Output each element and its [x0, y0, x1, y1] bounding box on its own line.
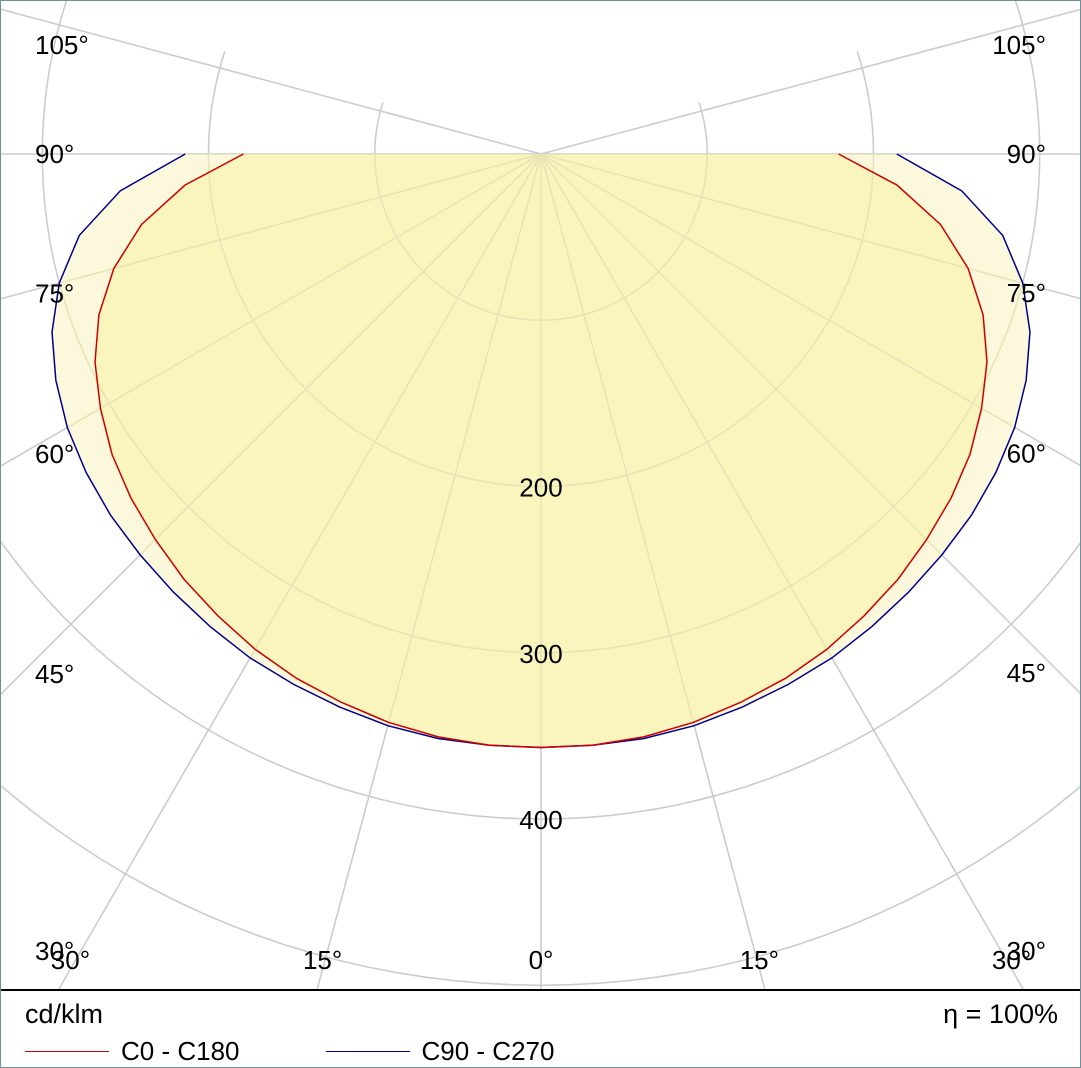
legend-unit-label: cd/klm [25, 999, 104, 1029]
legend-entry-c0-c180[interactable]: C0 - C180 [25, 1036, 240, 1067]
legend-line-swatch-red-icon [25, 1051, 109, 1052]
angle-label-left-60: 60° [35, 439, 74, 469]
angle-label-right-90: 90° [1007, 139, 1046, 169]
grid-spoke-inner--75 [52, 154, 542, 456]
angle-label-left-75: 75° [35, 278, 74, 308]
angle-label-right-45: 45° [1007, 658, 1046, 688]
angle-label-left-45: 45° [35, 659, 74, 689]
angle-label-bottom-15: 15° [740, 945, 779, 975]
legend-line-swatch-blue-icon [325, 1051, 410, 1052]
legend-efficiency-label: η = 100% [943, 999, 1058, 1029]
distribution-curves [51, 153, 1031, 749]
angle-label-bottom-0: 0° [529, 945, 554, 975]
angle-label-bottom-30: 30° [992, 945, 1031, 975]
curve-c0-c180 [94, 153, 988, 749]
grid-spoke-inner-15 [540, 154, 843, 748]
legend-entry-c90-c270[interactable]: C90 - C270 [325, 1036, 555, 1067]
legend-entry-label: C0 - C180 [121, 1036, 240, 1066]
grid-spoke-inner--15 [239, 154, 542, 748]
radial-tick-label-200: 200 [519, 473, 562, 503]
angle-label-left-90: 90° [35, 139, 74, 169]
legend-panel: cd/klm η = 100% C0 - C180 C90 - C270 [1, 989, 1080, 1067]
grid-spoke--105 [1, 8, 542, 155]
angle-label-left-105: 105° [35, 30, 89, 60]
grid-spoke-105 [540, 8, 1080, 155]
angle-label-right-75: 75° [1007, 278, 1046, 308]
grid-spoke-inner-60 [540, 154, 1030, 737]
legend-entries: C0 - C180 C90 - C270 [25, 1036, 554, 1067]
angle-label-right-105: 105° [992, 30, 1046, 60]
angle-label-bottom-15: 15° [303, 945, 342, 975]
polar-plot-canvas: 200 300 400 30° 15° 0° 15° 30° 105° 105° 90° 90° 75°… [1, 1, 1080, 989]
radial-tick-label-400: 400 [519, 805, 562, 835]
radial-tick-label-300: 300 [519, 639, 562, 669]
legend-entry-label: C90 - C270 [421, 1036, 555, 1066]
angle-label-right-60: 60° [1007, 439, 1046, 469]
axis-labels: 200 300 400 30° 15° 0° 15° 30° 105° 105° 90° 90° 75°… [35, 30, 1046, 975]
angle-label-left-30: 30° [35, 936, 74, 966]
grid-spoke-inner--60 [52, 154, 542, 737]
angle-label-bottom-30: 30° [51, 945, 90, 975]
angle-label-right-30: 30° [1007, 936, 1046, 966]
grid-spoke-inner-75 [540, 154, 1030, 456]
